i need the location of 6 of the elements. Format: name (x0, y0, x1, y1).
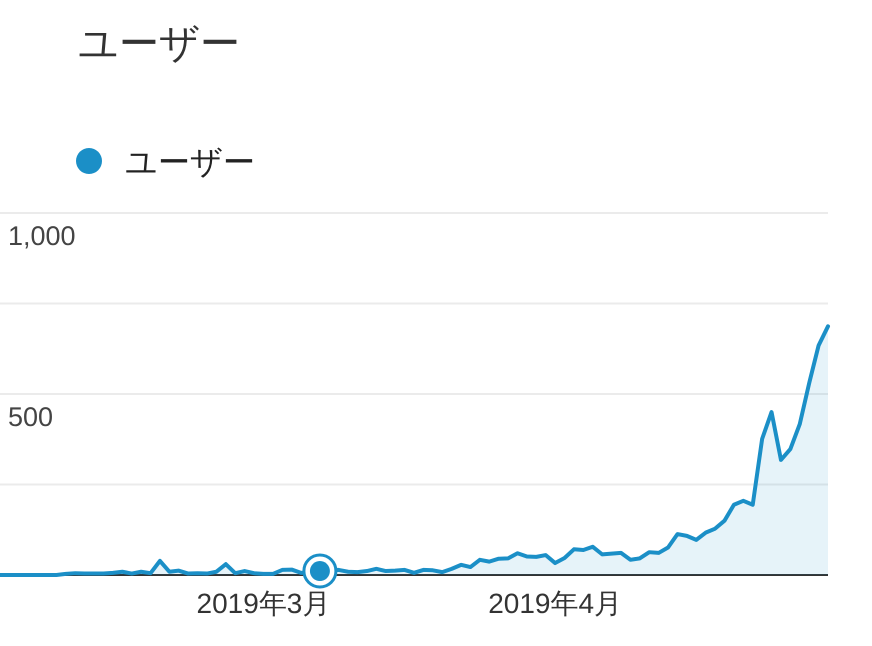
x-tick-label: 2019年3月 (196, 588, 330, 619)
y-tick-label: 1,000 (8, 221, 76, 251)
y-tick-label: 500 (8, 402, 54, 432)
legend-label: ユーザー (125, 144, 255, 180)
x-tick-label: 2019年4月 (488, 588, 622, 619)
title: ユーザー (78, 22, 240, 66)
